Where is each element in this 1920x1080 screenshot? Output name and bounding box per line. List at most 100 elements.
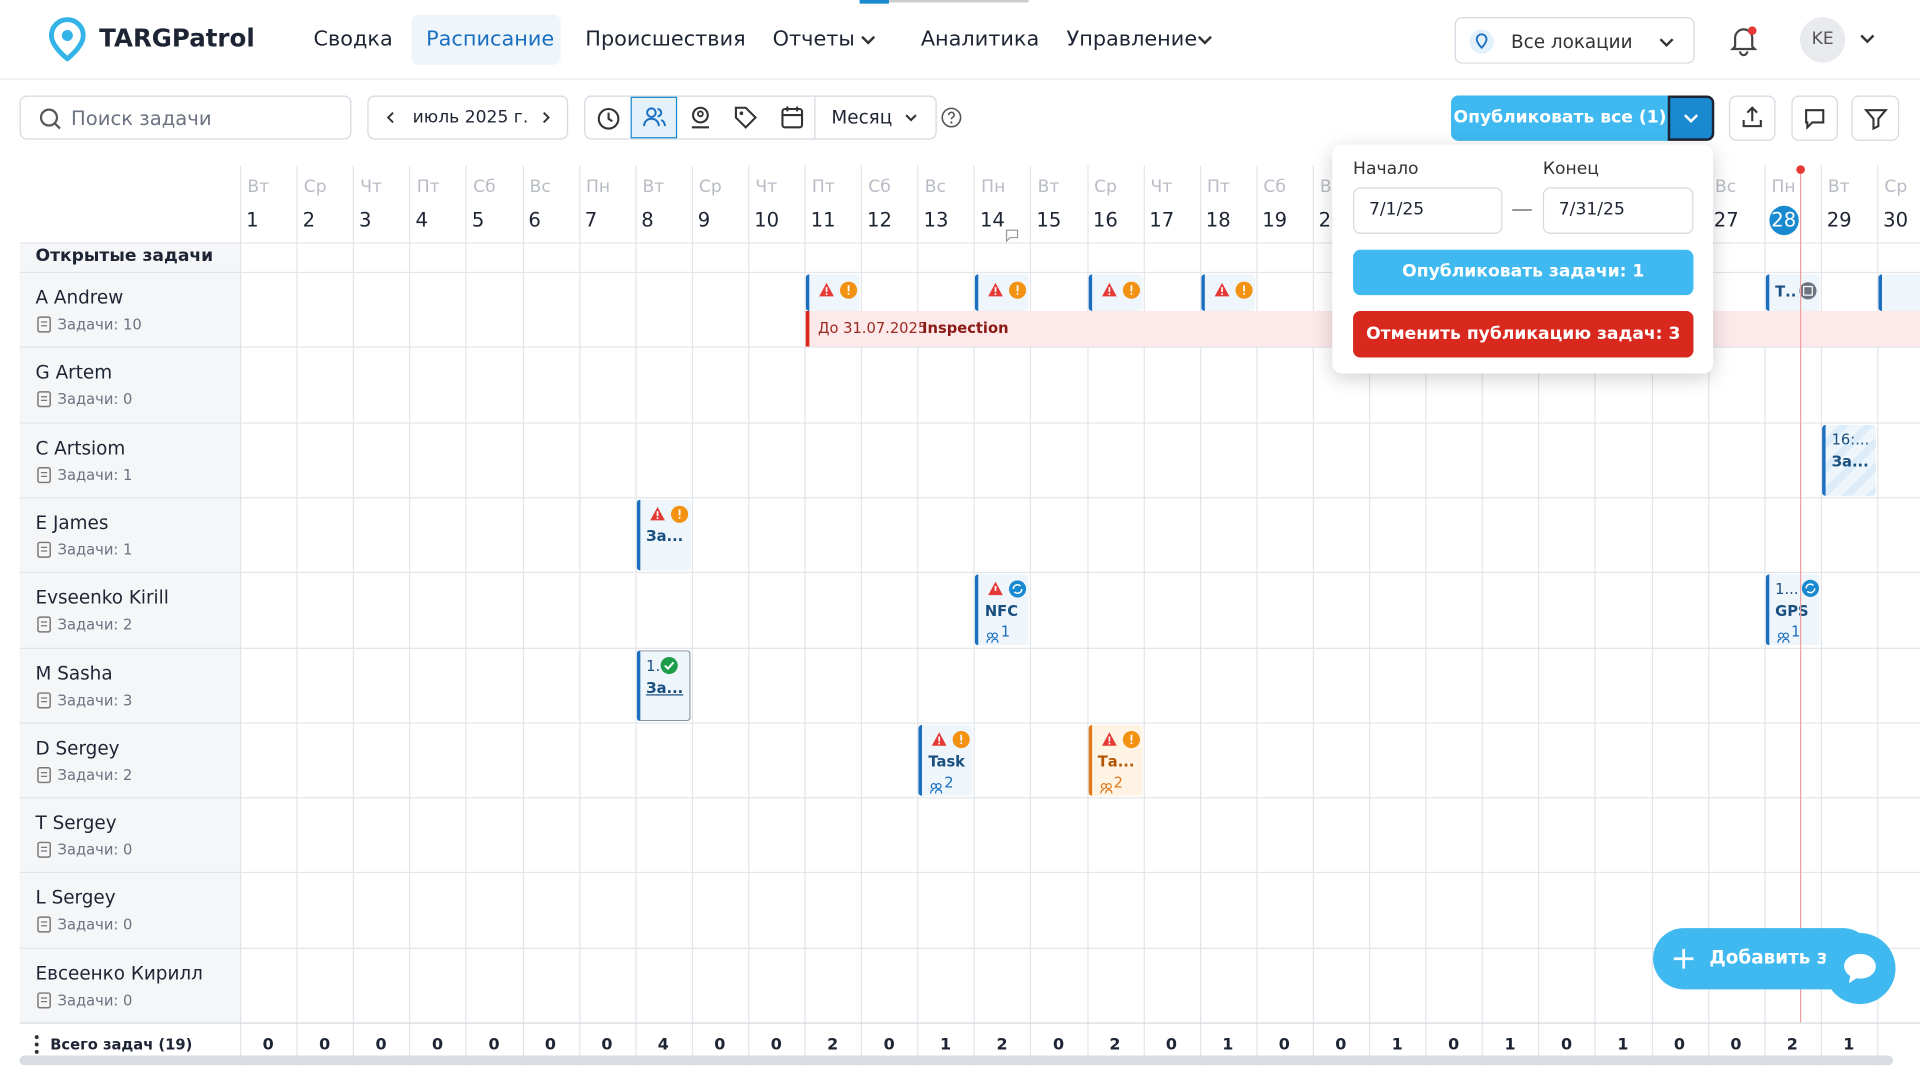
nav-item[interactable]: Происшествия [585,26,746,52]
column-line [1143,165,1145,1066]
employee-name[interactable]: D Sergey [35,736,120,759]
day-total: 2 [996,1035,1008,1055]
publish-all-button[interactable]: Опубликовать все (1) [1451,95,1669,141]
month-picker[interactable]: июль 2025 г. [367,95,569,140]
column-line [1481,165,1484,1066]
employee-name[interactable]: C Artsiom [35,436,126,459]
employee-name[interactable]: L Sergey [35,887,116,910]
weekday-label: Вс [1715,177,1737,198]
task-chip[interactable]: За... [636,499,691,571]
day-number: 14 [979,208,1005,232]
nav-item[interactable]: Отчеты [772,26,855,52]
alert-icons-svg [649,505,688,523]
day-total: 0 [262,1035,274,1055]
task-count-icon-svg [37,316,51,333]
nav-chevron-svg [861,35,876,45]
task-chip[interactable] [1087,274,1142,312]
task-count-icon-svg [37,616,51,633]
task-count-icon [37,315,52,333]
location-select[interactable]: Все локации [1454,17,1695,64]
nav-item[interactable]: Аналитика [920,26,1040,52]
filter-button[interactable] [1851,95,1900,141]
task-count: Задачи: 0 [57,991,133,1009]
task-count-icon-svg [37,916,51,934]
row-line [19,572,1920,574]
end-date-input[interactable]: 7/31/25 [1542,187,1694,234]
employee-name[interactable]: Evseenko Kirill [35,586,169,609]
task-count-icon [37,390,52,408]
help-icon[interactable] [940,107,962,129]
publish-dropdown[interactable] [1667,95,1715,141]
people-icon [1099,776,1112,794]
people-icon-svg [986,632,999,644]
column-line [1877,165,1879,1066]
task-chip[interactable] [975,274,1029,312]
column-line [1199,165,1201,1066]
filter-icon [1863,109,1888,131]
column-line [1651,165,1653,1066]
start-date-input[interactable]: 7/1/25 [1353,187,1503,234]
comments-button[interactable] [1791,95,1838,141]
task-chip[interactable]: 16:... За... [1821,424,1876,496]
day-total: 0 [1560,1035,1573,1055]
task-title: Т.. [1775,282,1797,301]
task-chip[interactable] [1878,274,1920,312]
task-chip[interactable]: Task 2 [918,724,973,796]
day-total: 1 [1391,1035,1403,1055]
export-button[interactable] [1728,95,1776,141]
next-month[interactable] [539,110,554,125]
row-line [19,797,1920,799]
publish-tasks-button[interactable]: Опубликовать задачи: 1 [1353,249,1694,296]
day-total: 0 [883,1035,895,1055]
employee-name[interactable]: A Andrew [35,286,124,309]
nav-item[interactable]: Управление [1066,26,1198,52]
chat-button[interactable] [1824,933,1896,1005]
task-chip[interactable]: Та... 2 [1087,724,1142,796]
employee-name[interactable]: T Sergey [35,811,117,834]
employee-name[interactable]: Евсеенко Кирилл [35,962,203,985]
nav-item[interactable]: Сводка [313,26,393,52]
task-title: NFC [984,602,1018,620]
avatar[interactable]: KE [1800,17,1846,63]
horizontal-scrollbar[interactable] [19,1055,1894,1066]
column-line [522,165,524,1066]
tag-view[interactable] [732,104,759,131]
day-total: 2 [1786,1035,1798,1055]
task-chip[interactable]: Т.. [1765,274,1820,312]
task-count-icon-svg [37,841,51,858]
row-line [19,497,1920,499]
alert-icons [931,730,971,749]
weekday-label: Чт [755,177,778,198]
people-view[interactable] [630,96,678,139]
employee-name[interactable]: G Artem [35,361,113,384]
view-select[interactable]: Месяц [814,95,938,140]
prev-month[interactable] [383,110,398,125]
unpublish-tasks-button[interactable]: Отменить публикацию задач: 3 [1353,311,1694,358]
calendar-view[interactable] [779,104,806,131]
search-icon [39,108,61,130]
task-chip[interactable] [1200,274,1255,312]
search-box[interactable]: Поиск задачи [19,95,352,140]
weekday-label: Пт [811,177,835,198]
column-line [973,165,976,1066]
alert-icons-svg [819,281,858,299]
people-icon [986,626,999,644]
time-view[interactable] [595,105,622,132]
day-number: 15 [1036,208,1062,232]
location-view[interactable] [687,104,714,131]
notifications[interactable] [1729,24,1758,57]
task-chip[interactable]: 1... GPS 1 [1765,574,1820,646]
task-chip[interactable]: 1. За... [636,649,691,721]
column-line [1368,165,1371,1066]
day-total: 0 [432,1035,444,1055]
employee-name[interactable]: M Sasha [35,661,113,684]
row-line [19,872,1920,874]
employee-name[interactable]: E James [35,511,109,534]
nav-item[interactable]: Расписание [426,26,555,52]
export-icon [1742,106,1762,128]
column-line [1030,165,1032,1066]
task-chip[interactable]: NFC 1 [975,574,1029,646]
row-line [19,947,1920,949]
task-count-icon-svg [37,766,51,783]
task-chip[interactable] [805,274,860,312]
